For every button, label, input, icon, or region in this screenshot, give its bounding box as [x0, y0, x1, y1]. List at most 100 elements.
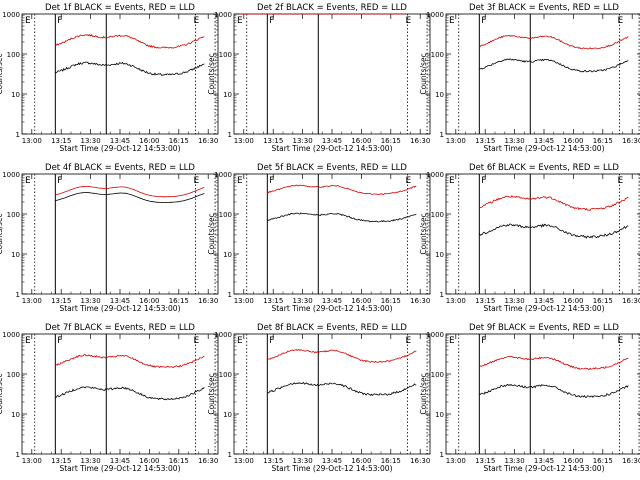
x-tick-label: 13:30 — [81, 297, 101, 305]
y-tick-label: 1000 — [2, 331, 20, 339]
x-axis-label: Start Time (29-Oct-12 14:53:00) — [59, 464, 180, 473]
chart-panel-5: Det 5f BLACK = Events, RED = LLD 1 10 100 10… — [207, 163, 431, 313]
y-tick-label: 10 — [435, 251, 444, 259]
series-line-lld — [479, 195, 629, 211]
x-tick-label: 13:30 — [505, 457, 525, 465]
chart-title-suffix: BLACK = Events, RED = LLD — [498, 163, 619, 173]
x-tick-label: 16:15 — [381, 297, 401, 305]
y-tick-label: 1 — [16, 291, 20, 299]
series-line-events — [267, 212, 417, 223]
y-tick-label: 1 — [440, 451, 444, 459]
x-tick-label: 13:30 — [293, 137, 313, 145]
y-tick-label: 10 — [435, 411, 444, 419]
x-axis-label: Start Time (29-Oct-12 14:53:00) — [271, 304, 392, 313]
y-tick-label: 1000 — [426, 171, 444, 179]
y-tick-label: 1 — [16, 131, 20, 139]
y-tick-label: 100 — [219, 51, 232, 59]
x-tick-label: 13:15 — [263, 457, 283, 465]
x-tick-label: 13:30 — [293, 457, 313, 465]
region-marker: F — [481, 16, 486, 26]
region-marker: F — [481, 176, 486, 186]
x-tick-label: 13:30 — [505, 297, 525, 305]
x-tick-label: 13:00 — [234, 297, 254, 305]
x-tick-label: 13:45 — [110, 137, 130, 145]
y-tick-label: 1000 — [214, 11, 232, 19]
x-tick-label: 13:00 — [22, 137, 42, 145]
chart-title-suffix: BLACK = Events, RED = LLD — [74, 3, 195, 13]
chart-title-suffix: BLACK = Events, RED = LLD — [286, 163, 407, 173]
y-tick-label: 1 — [228, 451, 232, 459]
x-tick-label: 13:00 — [22, 297, 42, 305]
x-axis-label: Start Time (29-Oct-12 14:53:00) — [483, 304, 604, 313]
y-tick-label: 1000 — [426, 331, 444, 339]
x-tick-label: 13:00 — [446, 137, 466, 145]
x-tick-label: 16:30 — [410, 457, 430, 465]
y-tick-label: 10 — [11, 91, 20, 99]
x-tick-label: 16:00 — [563, 457, 583, 465]
x-tick-label: 16:00 — [563, 137, 583, 145]
x-tick-label: 13:00 — [446, 457, 466, 465]
x-tick-label: 16:00 — [351, 457, 371, 465]
chart-title-suffix: BLACK = Events, RED = LLD — [286, 3, 407, 13]
y-tick-label: 1 — [228, 131, 232, 139]
y-tick-label: 1 — [16, 451, 20, 459]
region-marker: E — [618, 336, 624, 346]
x-tick-label: 16:00 — [139, 137, 159, 145]
chart-title: Det 6f BLACK = Events, RED = LLD — [469, 163, 619, 173]
x-tick-label: 13:45 — [534, 457, 554, 465]
x-tick-label: 13:30 — [81, 137, 101, 145]
region-marker: E — [25, 336, 31, 346]
y-tick-label: 1000 — [214, 331, 232, 339]
chart-title-name: Det 5f — [257, 163, 284, 173]
x-tick-label: 13:00 — [446, 297, 466, 305]
chart-panel-1: Det 1f BLACK = Events, RED = LLD 1 10 100 10… — [0, 3, 219, 153]
x-tick-label: 16:30 — [622, 457, 640, 465]
y-tick-label: 1 — [228, 291, 232, 299]
y-tick-label: 10 — [435, 91, 444, 99]
chart-title: Det 2f BLACK = Events, RED = LLD — [257, 3, 407, 13]
series-line-lld — [267, 348, 417, 363]
x-tick-label: 16:30 — [198, 137, 218, 145]
x-axis-label: Start Time (29-Oct-12 14:53:00) — [59, 304, 180, 313]
y-tick-label: 10 — [223, 91, 232, 99]
y-axis-label: Counts/sec — [207, 53, 216, 94]
y-axis-label: Counts/sec — [419, 213, 428, 254]
chart-panel-9: Det 9f BLACK = Events, RED = LLD 1 10 100 10… — [419, 323, 640, 473]
x-tick-label: 13:15 — [475, 137, 495, 145]
chart-title-suffix: BLACK = Events, RED = LLD — [74, 323, 195, 333]
chart-panel-7: Det 7f BLACK = Events, RED = LLD 1 10 100 10… — [0, 323, 219, 473]
chart-title-name: Det 1f — [45, 3, 72, 13]
plot-frame — [21, 333, 219, 455]
x-tick-label: 13:45 — [322, 137, 342, 145]
y-tick-label: 10 — [11, 411, 20, 419]
chart-title: Det 1f BLACK = Events, RED = LLD — [45, 3, 195, 13]
series-line-events — [479, 58, 629, 73]
region-marker: E — [237, 336, 243, 346]
y-tick-label: 10 — [223, 251, 232, 259]
x-tick-label: 13:00 — [22, 457, 42, 465]
region-marker: E — [406, 336, 412, 346]
x-tick-label: 16:30 — [410, 137, 430, 145]
x-tick-label: 16:00 — [139, 297, 159, 305]
x-tick-label: 16:00 — [139, 457, 159, 465]
region-marker: E — [237, 176, 243, 186]
chart-title: Det 7f BLACK = Events, RED = LLD — [45, 323, 195, 333]
y-axis-label: Counts/sec — [0, 373, 4, 414]
region-marker: E — [449, 16, 455, 26]
region-marker: E — [194, 16, 200, 26]
chart-title: Det 3f BLACK = Events, RED = LLD — [469, 3, 619, 13]
y-tick-label: 100 — [431, 371, 444, 379]
x-tick-label: 13:45 — [110, 297, 130, 305]
region-marker: E — [194, 176, 200, 186]
series-line-lld — [55, 186, 205, 198]
chart-title-name: Det 2f — [257, 3, 284, 13]
region-marker: E — [618, 176, 624, 186]
region-marker: E — [406, 16, 412, 26]
region-marker: F — [57, 176, 62, 186]
x-tick-label: 16:30 — [622, 137, 640, 145]
chart-panel-8: Det 8f BLACK = Events, RED = LLD 1 10 100 10… — [207, 323, 431, 473]
chart-title: Det 5f BLACK = Events, RED = LLD — [257, 163, 407, 173]
series-line-events — [55, 192, 205, 204]
plot-frame — [233, 333, 431, 455]
x-axis-label: Start Time (29-Oct-12 14:53:00) — [271, 144, 392, 153]
